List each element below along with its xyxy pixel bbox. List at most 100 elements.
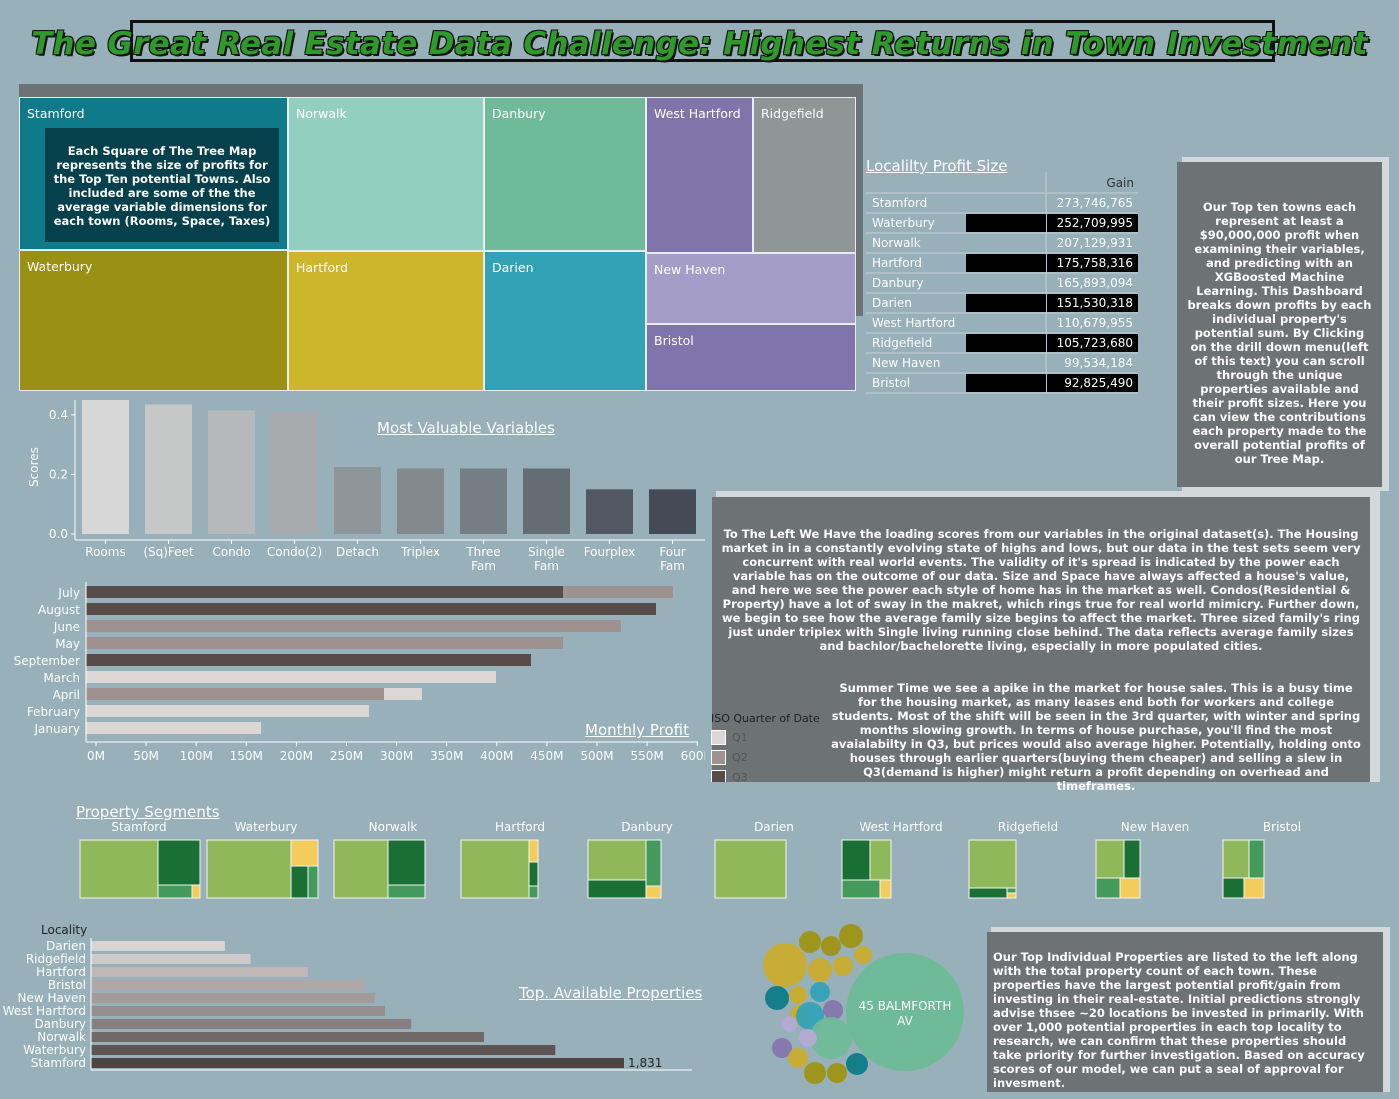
property-row-norwalk[interactable]: Norwalk: [37, 1030, 484, 1044]
variable-bar-fourplex[interactable]: [586, 489, 633, 534]
treemap-tile-waterbury[interactable]: Waterbury: [19, 250, 288, 391]
y-tick-label: 0.0: [49, 527, 68, 541]
property-bubble[interactable]: [799, 931, 821, 953]
property-row-danbury[interactable]: Danbury: [35, 1017, 412, 1031]
property-bubble[interactable]: [799, 1029, 817, 1047]
table-row[interactable]: New Haven 99,534,184: [866, 352, 1138, 373]
treemap-tile-hartford[interactable]: Hartford: [288, 251, 484, 391]
segment-danbury[interactable]: Danbury: [587, 820, 673, 899]
table-gain: 207,129,931: [1057, 236, 1133, 250]
variable-bar-detach[interactable]: [334, 467, 381, 534]
month-row-january[interactable]: January: [34, 722, 262, 736]
table-row[interactable]: Hartford 175,758,316: [866, 252, 1138, 273]
legend-item-q2[interactable]: Q2: [711, 749, 831, 765]
segment-new-haven[interactable]: New Haven: [1095, 820, 1189, 899]
segment-cell: [1095, 839, 1125, 879]
month-row-may[interactable]: May: [55, 637, 563, 651]
property-row-west-hartford[interactable]: West Hartford: [3, 1004, 386, 1018]
month-bar-q3: [86, 603, 656, 615]
profit-table-title: Localilty Profit Size: [866, 157, 1008, 175]
segment-stamford[interactable]: Stamford: [79, 820, 201, 899]
segment-cell: [714, 839, 787, 899]
variable-bar-condo-2[interactable]: [271, 411, 318, 534]
month-row-july[interactable]: July: [57, 586, 673, 600]
property-bubble[interactable]: [823, 1000, 843, 1020]
segment-cell: [333, 839, 389, 899]
segment-cell: [1222, 877, 1245, 899]
table-row[interactable]: Danbury 165,893,094: [866, 272, 1138, 293]
segment-hartford[interactable]: Hartford: [460, 820, 545, 899]
table-row[interactable]: Bristol 92,825,490: [866, 372, 1138, 393]
property-row-ridgefield[interactable]: Ridgefield: [26, 952, 251, 966]
treemap-tile-new-haven[interactable]: New Haven: [646, 253, 856, 324]
property-bubble[interactable]: [808, 958, 832, 982]
segment-bristol[interactable]: Bristol: [1222, 820, 1301, 899]
property-bubble[interactable]: [827, 1063, 847, 1083]
property-bubble[interactable]: [789, 986, 807, 1004]
variable-bar-single-fam[interactable]: [523, 468, 570, 534]
property-bubble[interactable]: [788, 1048, 808, 1068]
segment-norwalk[interactable]: Norwalk: [333, 820, 426, 899]
treemap[interactable]: Stamford Norwalk Danbury West Hartford Ridge…: [19, 97, 856, 391]
table-row[interactable]: Darien 151,530,318: [866, 292, 1138, 313]
treemap-tile-bristol[interactable]: Bristol: [646, 324, 856, 391]
quarter-legend[interactable]: ISO Quarter of Date Q1 Q2 Q3: [711, 712, 831, 782]
property-row-bristol[interactable]: Bristol: [48, 978, 365, 992]
property-bar: [91, 1058, 624, 1068]
treemap-tile-west-hartford[interactable]: West Hartford: [646, 97, 753, 253]
variable-bar-sq-feet[interactable]: [145, 404, 192, 534]
month-label: June: [53, 620, 80, 634]
segment-waterbury[interactable]: Waterbury: [206, 820, 319, 899]
property-row-stamford[interactable]: Stamford 1,831: [31, 1056, 663, 1070]
table-row[interactable]: Norwalk 207,129,931: [866, 232, 1138, 253]
property-row-new-haven[interactable]: New Haven: [18, 991, 375, 1005]
variable-bar-condo[interactable]: [208, 410, 255, 534]
property-bubble[interactable]: [839, 924, 863, 948]
month-row-march[interactable]: March: [43, 671, 496, 685]
table-row[interactable]: Ridgefield 105,723,680: [866, 332, 1138, 353]
property-bubble[interactable]: [854, 946, 872, 964]
property-bubble[interactable]: [763, 943, 807, 987]
month-label: September: [14, 654, 80, 668]
segment-darien[interactable]: Darien: [714, 820, 794, 899]
variable-bar-triplex[interactable]: [397, 468, 444, 534]
treemap-tile-darien[interactable]: Darien: [484, 251, 646, 391]
legend-label: Q2: [732, 750, 748, 764]
legend-item-q3[interactable]: Q3: [711, 769, 831, 782]
property-bubble[interactable]: [833, 956, 853, 976]
table-row[interactable]: Stamford 273,746,765: [866, 192, 1138, 213]
month-row-august[interactable]: August: [38, 603, 656, 617]
property-bubble[interactable]: [810, 982, 830, 1002]
treemap-tile-danbury[interactable]: Danbury: [484, 97, 646, 251]
month-row-february[interactable]: February: [27, 705, 369, 719]
property-bubble[interactable]: [781, 1016, 797, 1032]
table-row[interactable]: Waterbury 252,709,995: [866, 212, 1138, 233]
month-row-september[interactable]: September: [14, 654, 531, 668]
property-row-hartford[interactable]: Hartford: [36, 965, 308, 979]
property-bar: [91, 941, 225, 951]
property-row-waterbury[interactable]: Waterbury: [23, 1043, 556, 1057]
property-bubble[interactable]: [804, 1062, 826, 1084]
treemap-tile-ridgefield[interactable]: Ridgefield: [753, 97, 856, 253]
month-row-april[interactable]: April: [53, 688, 422, 702]
variable-bar-three-fam[interactable]: [460, 468, 507, 534]
segment-west-hartford[interactable]: West Hartford: [841, 820, 943, 899]
property-bubble[interactable]: [810, 1017, 852, 1059]
property-row-darien[interactable]: Darien: [46, 939, 225, 953]
property-segments[interactable]: Stamford Waterbury Norwalk Hartford Danbury D…: [0, 815, 1399, 905]
table-row[interactable]: West Hartford 110,679,955: [866, 312, 1138, 333]
locality-label: Norwalk: [37, 1030, 86, 1044]
month-row-june[interactable]: June: [53, 620, 621, 634]
property-bubble[interactable]: [765, 986, 789, 1010]
property-bubble[interactable]: [846, 1053, 868, 1075]
treemap-tile-norwalk[interactable]: Norwalk: [288, 97, 484, 251]
property-bubble[interactable]: [821, 936, 841, 956]
variable-bar-four-fam[interactable]: [649, 489, 696, 534]
segment-cell: [528, 861, 539, 887]
segment-ridgefield[interactable]: Ridgefield: [968, 820, 1058, 899]
legend-item-q1[interactable]: Q1: [711, 729, 831, 745]
variable-bar-rooms[interactable]: [82, 400, 129, 534]
property-bubble[interactable]: [772, 1038, 792, 1058]
